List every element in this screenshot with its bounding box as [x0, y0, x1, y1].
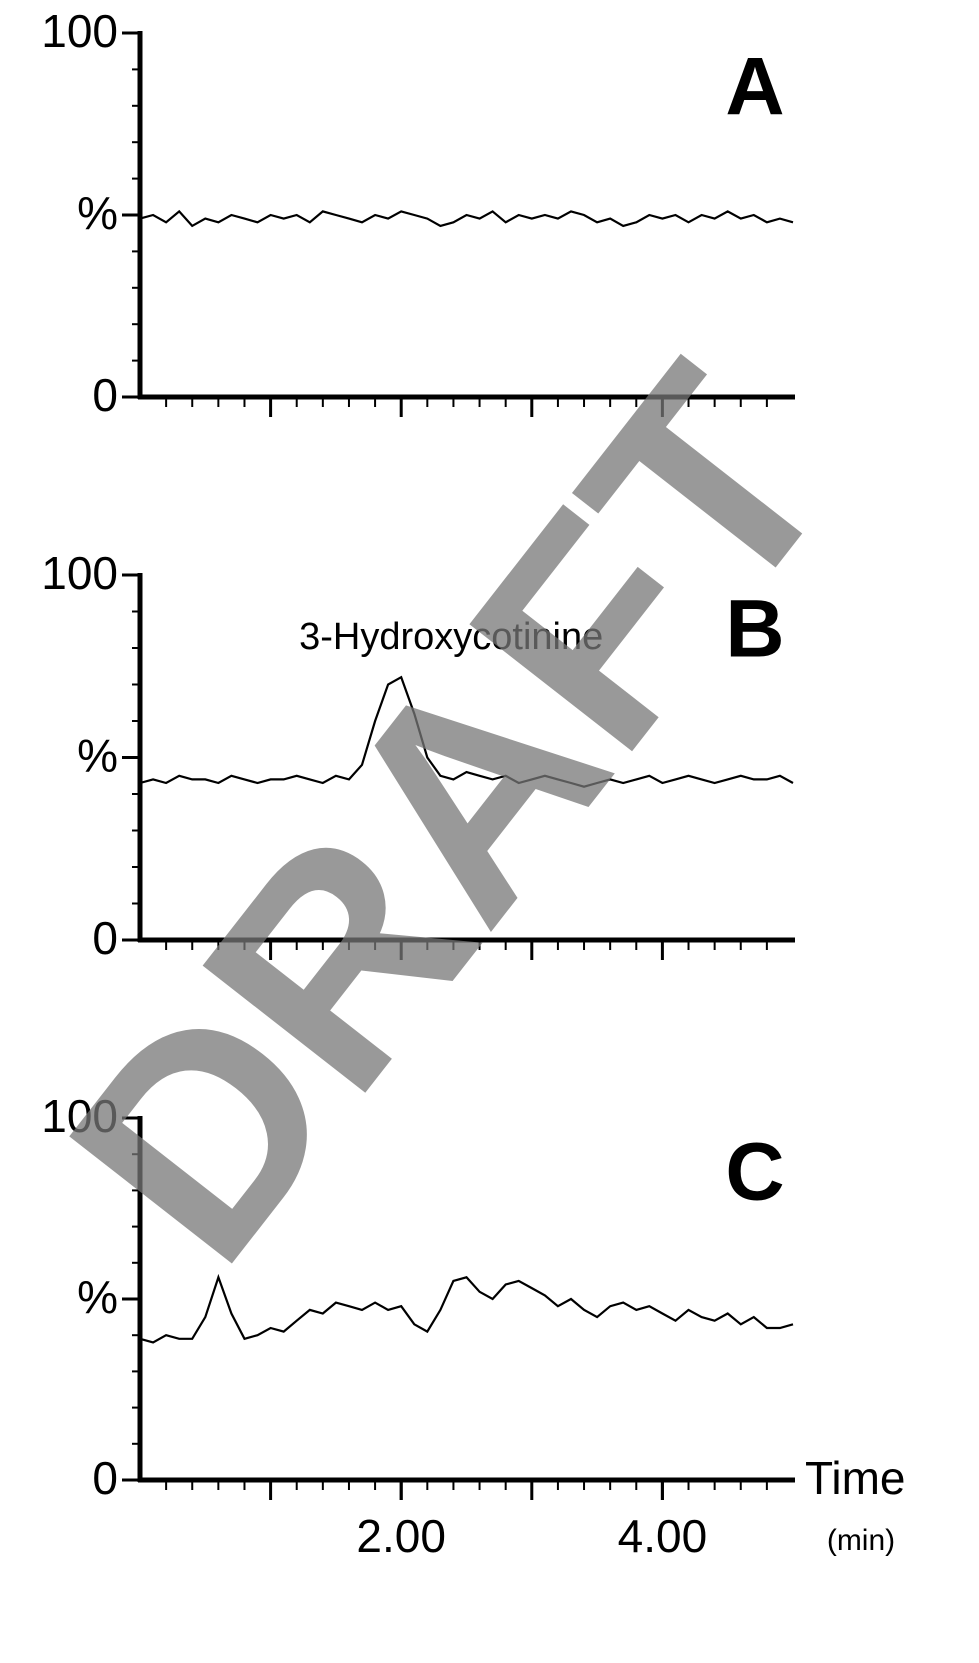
x-tick-label: 4.00	[618, 1510, 708, 1562]
y-tick-label: 100	[41, 1090, 118, 1142]
y-tick-label: 100	[41, 547, 118, 599]
y-tick-label: 0	[92, 912, 118, 964]
y-tick-label: 100	[41, 5, 118, 57]
x-axis-unit: (min)	[827, 1524, 895, 1557]
chromatogram-line	[139, 1273, 794, 1344]
x-tick-label: 2.00	[356, 1510, 446, 1562]
y-tick-label: 0	[92, 1452, 118, 1504]
panel-label: B	[725, 584, 784, 675]
y-tick-label: %	[77, 1271, 118, 1323]
y-tick-label: %	[77, 187, 118, 239]
panel-label: C	[725, 1127, 784, 1218]
chromatogram-line	[139, 209, 794, 228]
y-tick-label: 0	[92, 369, 118, 421]
x-axis-label: Time	[805, 1452, 906, 1504]
panel-label: A	[725, 42, 784, 133]
chromatogram-line	[139, 675, 794, 788]
peak-annotation: 3-Hydroxycotinine	[299, 616, 603, 658]
y-tick-label: %	[77, 730, 118, 782]
